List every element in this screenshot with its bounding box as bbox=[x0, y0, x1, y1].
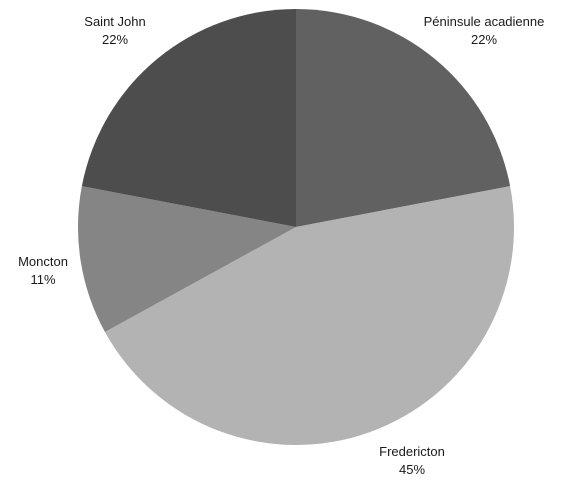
pie-slice-fredericton bbox=[104, 186, 514, 445]
slice-label-fredericton: Fredericton 45% bbox=[379, 443, 445, 479]
slice-category-label: Péninsule acadienne bbox=[423, 14, 545, 29]
pie-slice-saint-john bbox=[81, 9, 296, 227]
slice-label-saint-john: Saint John 22% bbox=[84, 13, 145, 49]
slice-percent-label: 45% bbox=[398, 462, 426, 477]
slice-label-peninsule-acadienne: Péninsule acadienne 22% bbox=[424, 13, 545, 49]
slice-category-label: Fredericton bbox=[379, 444, 445, 459]
pie-slice-p-ninsule-acadienne bbox=[296, 9, 511, 227]
slice-category-label: Saint John bbox=[84, 14, 146, 29]
slice-percent-label: 22% bbox=[101, 32, 129, 47]
slice-percent-label: 22% bbox=[470, 32, 498, 47]
slice-percent-label: 11% bbox=[30, 272, 56, 287]
pie-slice-moncton bbox=[78, 186, 296, 333]
slice-category-label: Moncton bbox=[18, 254, 68, 269]
slice-label-moncton: Moncton 11% bbox=[18, 253, 68, 289]
